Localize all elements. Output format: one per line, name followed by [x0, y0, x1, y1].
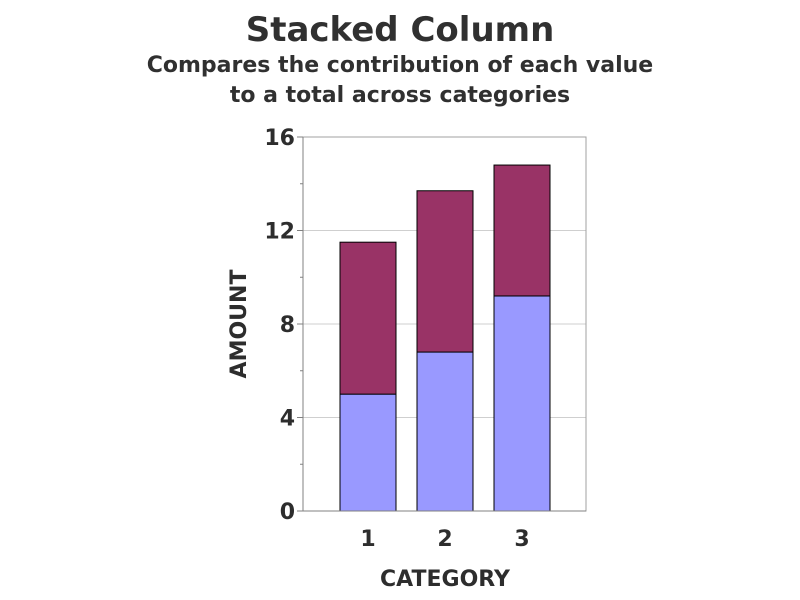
chart-subtitle-line-2: to a total across categories [229, 83, 571, 108]
y-tick-label: 8 [280, 313, 295, 338]
y-tick-label: 4 [280, 407, 295, 432]
chart-title: Stacked Column [245, 10, 555, 50]
bar-segment-cat3-series1 [493, 295, 551, 512]
x-axis-label: CATEGORY [380, 567, 511, 592]
y-axis-label: AMOUNT [227, 270, 252, 379]
y-tick-label: 12 [264, 220, 295, 245]
x-tick-label: 2 [437, 527, 452, 552]
chart-subtitle-line-1: Compares the contribution of each value [146, 53, 654, 78]
bar-segment-cat1-series1 [339, 393, 397, 512]
bar-segment-cat1-series2 [339, 241, 397, 395]
bar-segment-cat2-series1 [416, 351, 474, 512]
y-tick-label: 16 [264, 126, 295, 151]
x-tick-label: 3 [514, 527, 529, 552]
bar-segment-cat3-series2 [493, 164, 551, 297]
y-tick-label: 0 [280, 500, 295, 525]
bar-segment-cat2-series2 [416, 190, 474, 353]
x-tick-label: 1 [360, 527, 375, 552]
